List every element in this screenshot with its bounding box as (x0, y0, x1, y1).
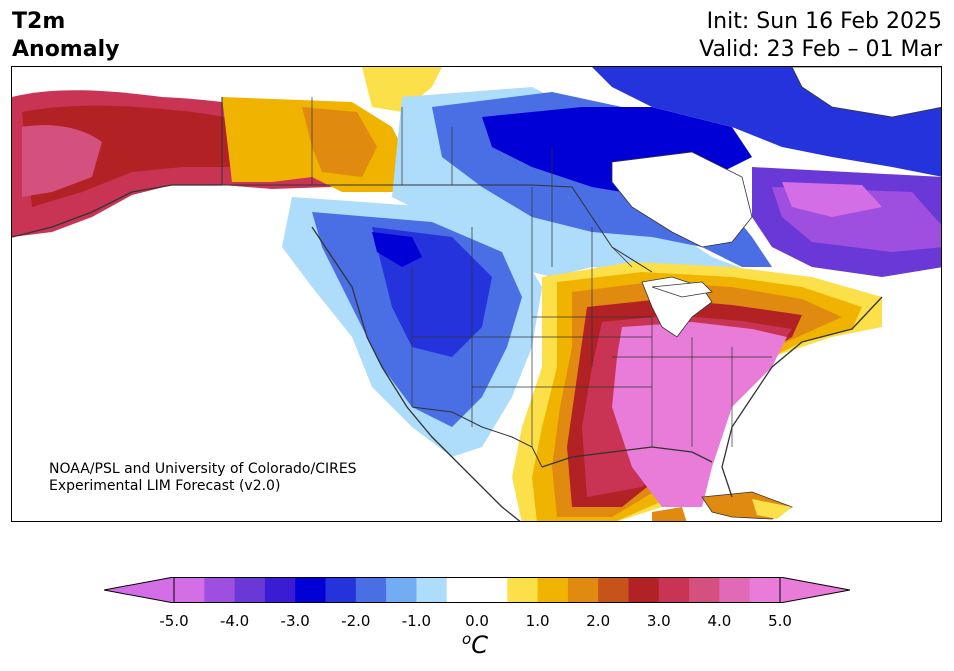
colorbar-bin (264, 577, 296, 603)
colorbar-bin (355, 577, 387, 603)
colorbar-tick-label: 0.0 (465, 612, 489, 630)
southeast-pink-region (612, 322, 787, 507)
yukon-orange-region (302, 107, 377, 177)
yucatan (652, 507, 687, 521)
colorbar-outline (173, 577, 781, 603)
colorbar-bin (567, 577, 599, 603)
colorbar-bin (204, 577, 236, 603)
colorbar-tick-label: -1.0 (401, 612, 432, 630)
east-coastline (721, 296, 883, 498)
colorbar-bin (507, 577, 539, 603)
init-date: Init: Sun 16 Feb 2025 (706, 9, 942, 34)
forecast-dates: Init: Sun 16 Feb 2025 Valid: 23 Feb – 01… (699, 8, 942, 64)
state-lines (411, 187, 772, 447)
greenland (791, 67, 941, 118)
colorbar-tick-label: 4.0 (707, 612, 732, 630)
colorbar-tick-label: -2.0 (341, 612, 371, 630)
colorbar-tick-label: -5.0 (159, 612, 189, 630)
colorbar-bin (658, 577, 690, 603)
colorbar-bin (446, 577, 478, 603)
unit-degree: o (462, 630, 472, 648)
colorbar-bin (628, 577, 660, 603)
colorbar (104, 577, 850, 603)
colorbar-bin (234, 577, 266, 603)
colorbar-tick-label: -4.0 (219, 612, 250, 630)
province-lines (311, 97, 633, 268)
colorbar-bin (598, 577, 629, 603)
unit-celsius: C (471, 631, 488, 659)
alaska-pink-core (22, 125, 102, 197)
title-variable: T2m (12, 9, 66, 34)
north-yellow-band (362, 67, 442, 112)
colorbar-bin (689, 577, 720, 603)
colorbar-tick-label: 3.0 (646, 612, 671, 630)
colorbar-bin (295, 577, 326, 603)
title-anomaly: Anomaly (12, 37, 120, 62)
colorbar-tick-label: -3.0 (280, 612, 310, 630)
credit-text: NOAA/PSL and University of Colorado/CIRE… (49, 461, 357, 495)
colorbar-tick-label: 1.0 (525, 612, 550, 630)
anomaly-map-graphic (12, 67, 941, 521)
alaska-coastline (12, 184, 222, 238)
colorbar-bin (749, 577, 781, 603)
colorbar-bin (537, 577, 569, 603)
colorbar-tick-label: 5.0 (768, 612, 792, 630)
colorbar-tick-label: 2.0 (586, 612, 611, 630)
colorbar-arrow-high (779, 577, 850, 603)
colorbar-bin (719, 577, 751, 603)
gulf-coastline (541, 446, 713, 468)
colorbar-bin (325, 577, 357, 603)
credit-line1: NOAA/PSL and University of Colorado/CIRE… (49, 461, 357, 477)
colorbar-bin (174, 577, 205, 603)
us-mexico-border (411, 406, 543, 468)
map-title: T2m Anomaly (12, 8, 119, 64)
west-coastline (311, 226, 521, 521)
colorbar-bin (477, 577, 508, 603)
anomaly-map (11, 66, 942, 522)
colorbar-arrow-low (104, 577, 175, 603)
cuba-warm (752, 499, 792, 519)
credit-line2: Experimental LIM Forecast (v2.0) (49, 478, 281, 494)
us-canada-border (222, 184, 653, 273)
labrador-light-purple (782, 182, 882, 217)
hudson-bay (611, 151, 753, 248)
colorbar-bin (386, 577, 417, 603)
rockies-core-cold (372, 232, 422, 267)
colorbar-bin (416, 577, 448, 603)
lake-superior (651, 281, 713, 298)
unit-label: oC (462, 630, 488, 659)
valid-range: Valid: 23 Feb – 01 Mar (699, 37, 942, 62)
